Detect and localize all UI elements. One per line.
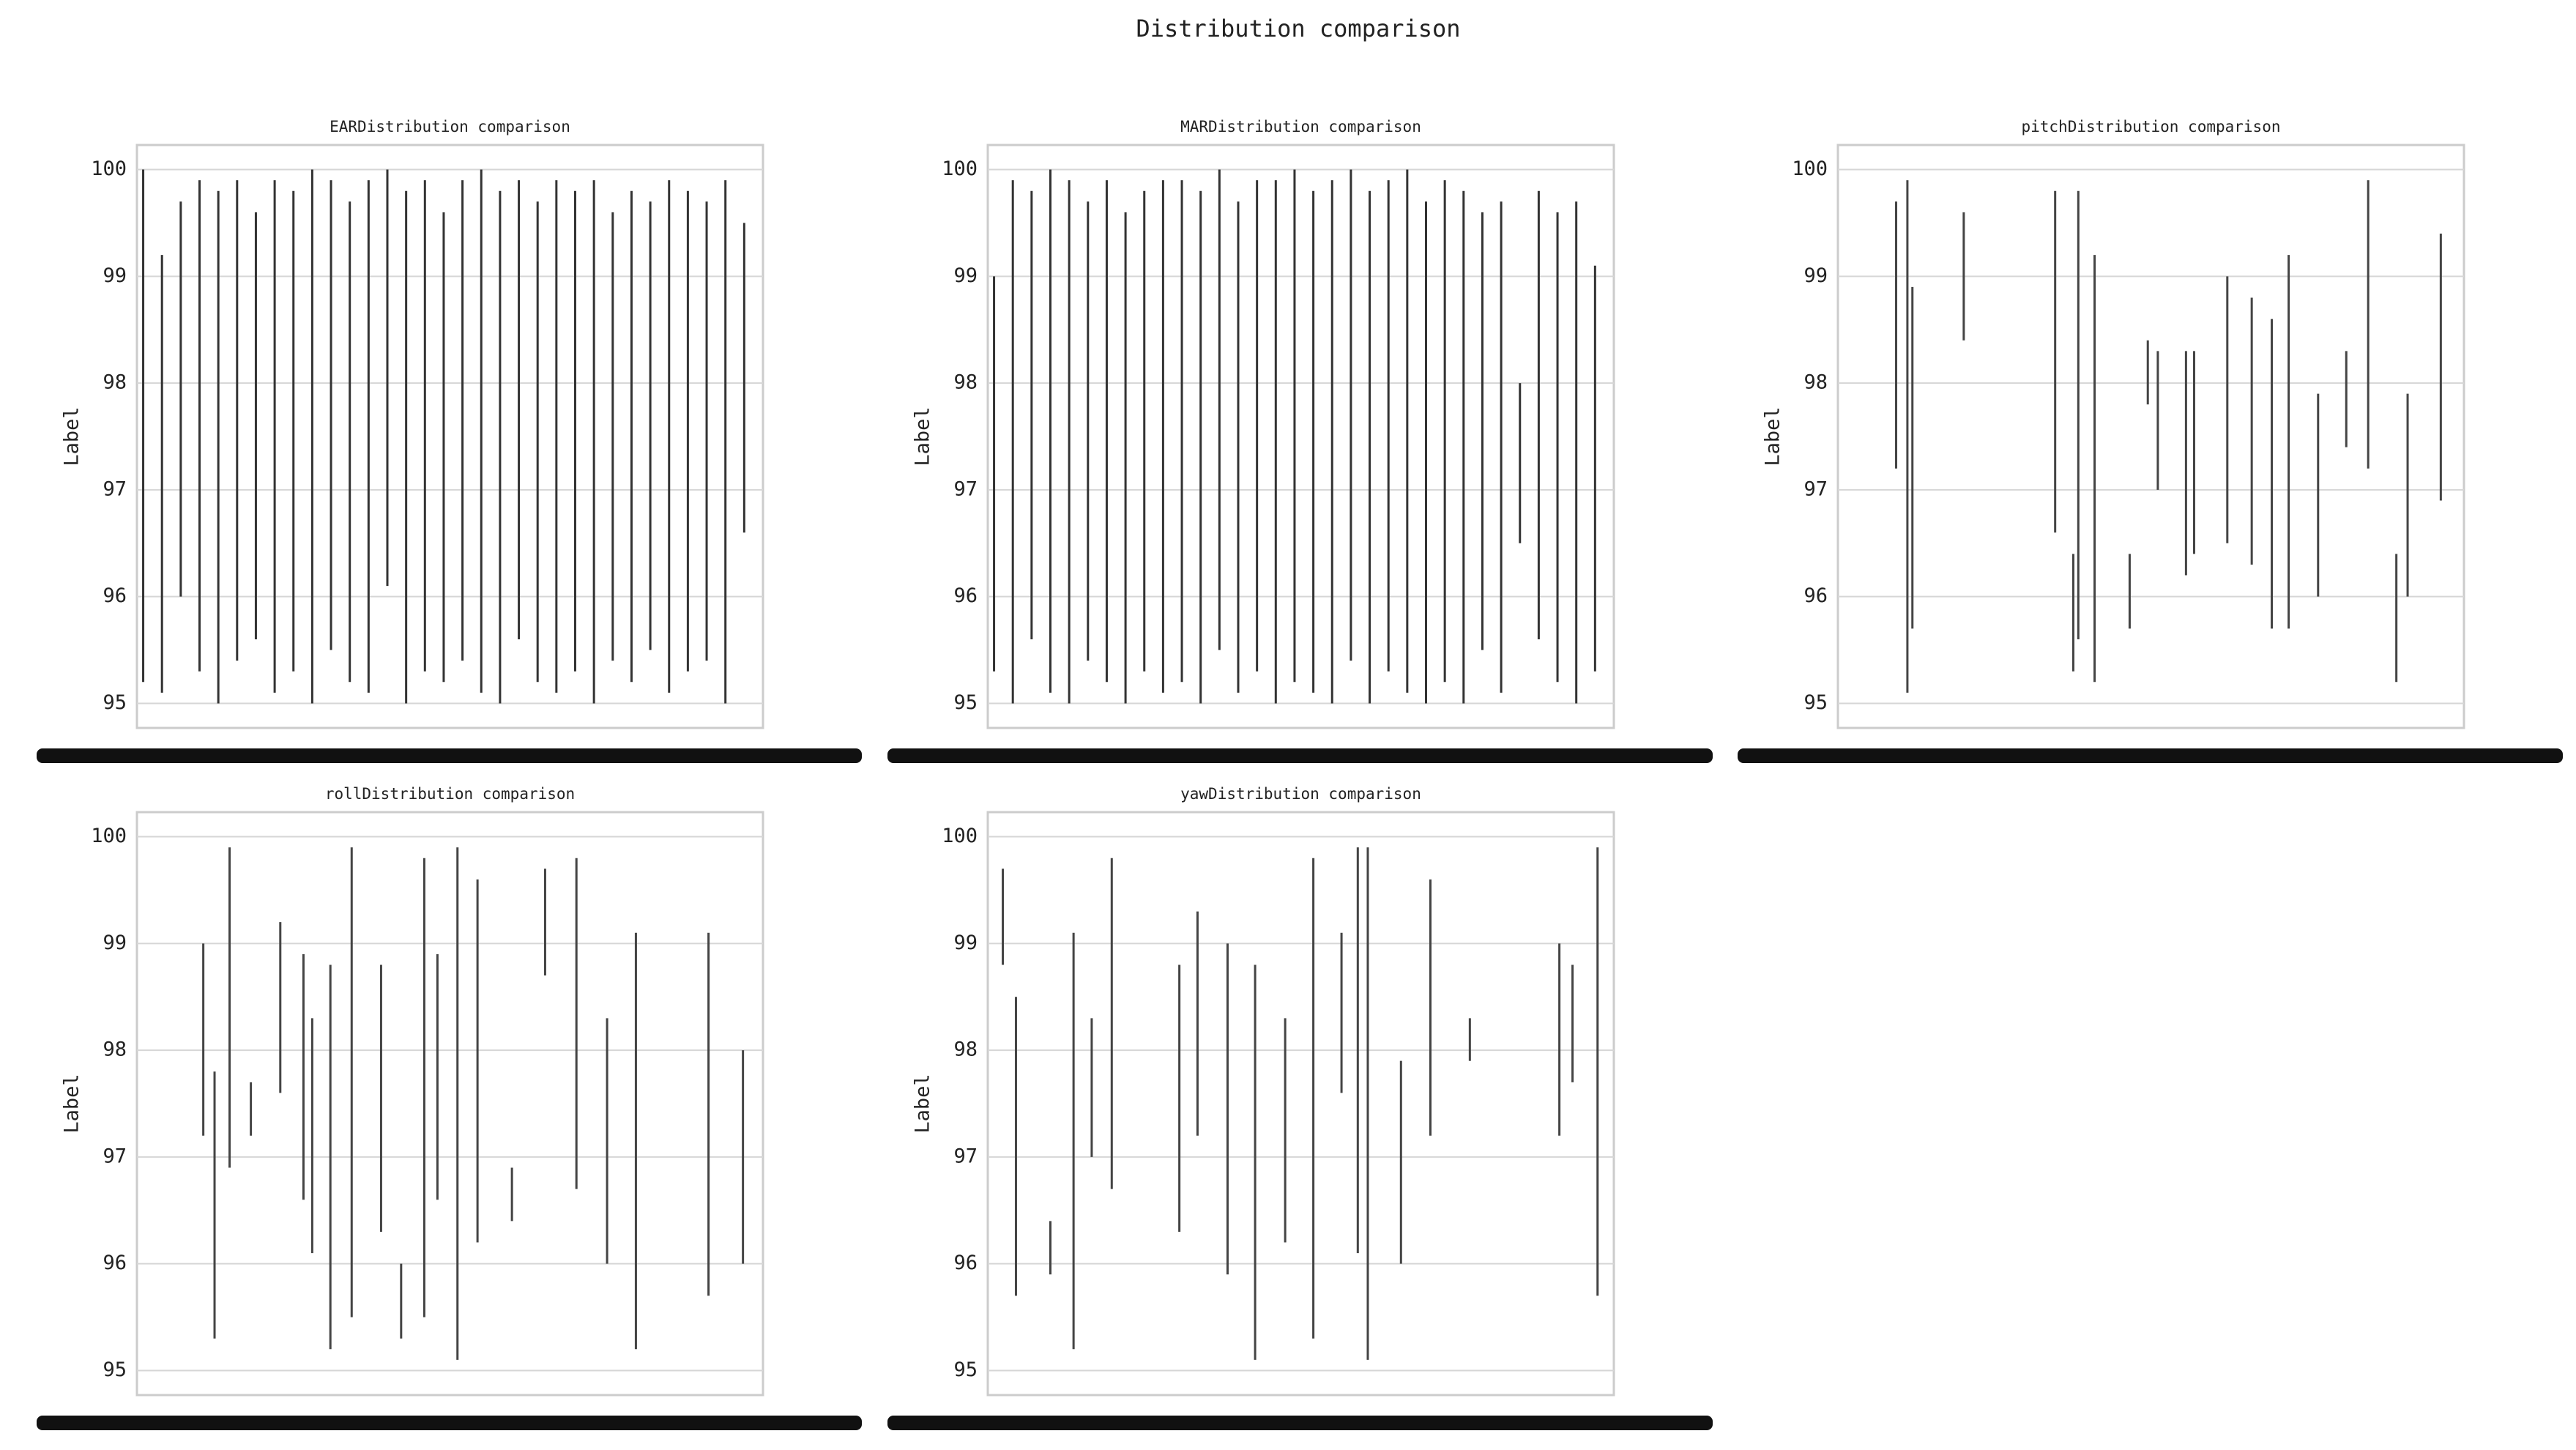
y-tick-label: 95 [953,691,978,714]
x-tick-labels-overlap [37,1416,862,1430]
subplot: 95 96 97 98 99 100 MARDistribution comparison L… [887,118,1713,763]
y-tick-label: 96 [103,584,127,607]
plot-area [986,811,1615,1397]
subplot-title: rollDistribution comparison [325,785,575,803]
x-tick-labels-overlap [37,748,862,763]
y-tick-label: 99 [1803,264,1828,287]
y-tick-label: 97 [953,477,978,500]
subplot-title: EARDistribution comparison [330,118,570,135]
y-tick-label: 98 [103,1038,127,1061]
y-tick-label: 96 [1803,584,1828,607]
figure-title: Distribution comparison [1136,15,1460,42]
plot-area [135,144,764,729]
subplot: 95 96 97 98 99 100 yawDistribution comparison L… [887,785,1713,1430]
x-tick-labels-overlap [887,748,1713,763]
y-tick-label: 100 [91,157,127,180]
y-tick-label: 96 [103,1252,127,1274]
y-axis-label: Label [912,406,934,466]
y-tick-label: 99 [103,932,127,954]
y-axis-label: Label [1762,406,1784,466]
y-axis-label: Label [61,406,83,466]
x-tick-labels-overlap [1738,748,2563,763]
y-tick-label: 98 [103,371,127,394]
subplot: 95 96 97 98 99 100 rollDistribution comparison… [37,785,862,1430]
y-tick-label: 96 [953,1252,978,1274]
x-tick-labels-overlap [887,1416,1713,1430]
y-tick-label: 99 [953,264,978,287]
y-tick-label: 100 [942,157,978,180]
y-tick-label: 98 [953,1038,978,1061]
y-tick-label: 99 [103,264,127,287]
subplot: 95 96 97 98 99 100 pitchDistribution compariso… [1738,118,2563,763]
y-axis-label: Label [61,1074,83,1133]
y-tick-label: 95 [953,1358,978,1381]
plot-area [986,144,1615,729]
y-tick-label: 100 [942,825,978,847]
y-tick-label: 97 [103,1145,127,1167]
y-tick-label: 97 [103,477,127,500]
y-tick-label: 97 [953,1145,978,1167]
y-tick-label: 96 [953,584,978,607]
y-axis-label: Label [912,1074,934,1133]
y-tick-label: 100 [91,825,127,847]
y-tick-label: 95 [103,1358,127,1381]
y-tick-label: 98 [953,371,978,394]
y-tick-label: 97 [1803,477,1828,500]
y-tick-label: 98 [1803,371,1828,394]
y-tick-label: 95 [103,691,127,714]
subplot: 95 96 97 98 99 100 EARDistribution comparison L… [37,118,862,763]
y-tick-label: 99 [953,932,978,954]
plot-area [135,811,764,1397]
y-tick-label: 95 [1803,691,1828,714]
plot-area [1836,144,2465,729]
subplot-title: MARDistribution comparison [1180,118,1421,135]
subplot-title: yawDistribution comparison [1180,785,1421,803]
subplot-title: pitchDistribution comparison [2021,118,2280,135]
y-tick-label: 100 [1792,157,1828,180]
